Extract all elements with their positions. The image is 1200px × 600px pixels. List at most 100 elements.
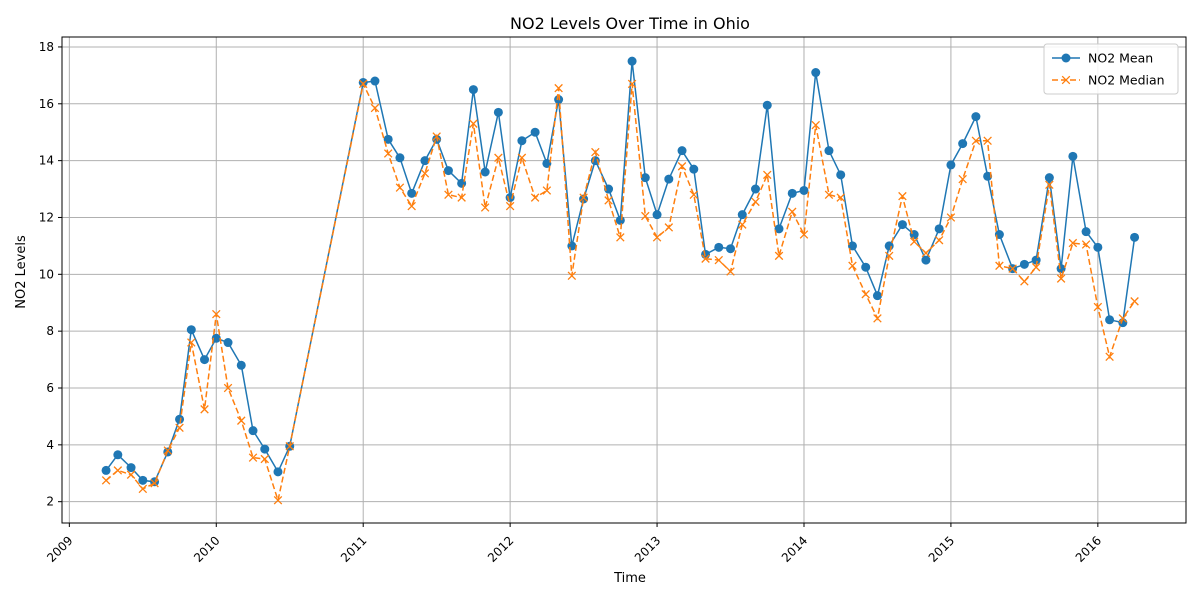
mean-point <box>799 185 809 195</box>
median-point <box>260 454 270 464</box>
mean-point <box>934 224 944 234</box>
mean-point <box>480 167 490 177</box>
median-point <box>714 255 724 265</box>
mean-point <box>554 95 564 105</box>
mean-point <box>567 241 577 251</box>
chart-title: NO2 Levels Over Time in Ohio <box>510 14 750 33</box>
median-point <box>567 271 577 280</box>
mean-point <box>468 85 478 95</box>
mean-point <box>517 136 527 146</box>
legend-label-0: NO2 Mean <box>1088 51 1153 66</box>
mean-point <box>983 171 993 181</box>
median-point <box>187 338 196 347</box>
median-point <box>873 314 882 323</box>
median-point <box>223 383 233 393</box>
mean-point <box>737 210 747 220</box>
median-point <box>1045 180 1054 190</box>
y-tick-label: 18 <box>39 40 54 54</box>
plot-frame <box>61 36 1187 524</box>
y-tick-label: 6 <box>46 381 54 395</box>
median-point <box>200 405 209 414</box>
median-point <box>738 220 747 229</box>
median-point <box>677 162 687 171</box>
legend-label-1: NO2 Median <box>1088 73 1165 88</box>
median-point <box>113 466 123 475</box>
mean-point <box>1105 315 1115 325</box>
mean-point <box>627 56 637 66</box>
median-point <box>689 190 699 199</box>
median-point <box>407 201 416 211</box>
legend-marker-1 <box>1061 75 1071 85</box>
mean-point <box>113 450 123 460</box>
median-point <box>138 484 148 494</box>
median-point <box>751 197 760 207</box>
median-point <box>811 120 821 130</box>
mean-point <box>1044 173 1054 183</box>
mean-point <box>836 170 846 180</box>
median-point <box>212 309 221 319</box>
mean-point <box>211 333 221 343</box>
median-point <box>848 261 857 271</box>
mean-point <box>652 210 662 220</box>
mean-point <box>443 166 453 176</box>
median-point <box>946 213 956 222</box>
median-point <box>1020 277 1029 286</box>
median-point <box>370 103 380 113</box>
median-point <box>824 190 834 199</box>
median-point <box>126 470 136 479</box>
median-point <box>383 149 393 158</box>
median-point <box>921 248 931 258</box>
median-point <box>236 416 246 425</box>
y-tick-label: 16 <box>39 97 54 111</box>
mean-point <box>751 184 761 194</box>
x-axis-label: Time <box>613 571 646 586</box>
series-layer <box>101 56 1140 505</box>
y-axis-label: NO2 Levels <box>14 235 29 309</box>
median-point <box>494 153 503 163</box>
median-point <box>163 446 173 455</box>
median-point <box>898 191 907 201</box>
mean-point <box>714 242 724 252</box>
mean-point <box>689 164 699 174</box>
mean-point <box>175 414 185 424</box>
mean-point <box>958 139 968 149</box>
median-point <box>995 261 1004 271</box>
y-tick-label: 4 <box>46 438 54 452</box>
mean-point <box>701 249 711 259</box>
mean-point <box>787 188 797 198</box>
median-point <box>1093 302 1103 312</box>
median-point <box>591 147 600 157</box>
median-point <box>664 223 674 232</box>
mean-point <box>1056 264 1066 274</box>
median-point <box>1068 238 1078 248</box>
mean-point <box>1019 259 1029 269</box>
mean-point <box>861 262 871 272</box>
median-point <box>701 254 710 263</box>
mean-point <box>395 153 405 163</box>
median-point <box>726 267 735 276</box>
median-point <box>652 233 662 242</box>
y-tick-label: 14 <box>39 154 54 168</box>
mean-point <box>664 174 674 184</box>
y-tick-label: 10 <box>39 267 54 281</box>
mean-point <box>200 355 210 365</box>
mean-point <box>946 160 956 170</box>
mean-point <box>1130 232 1140 242</box>
median-point <box>248 453 258 462</box>
mean-point <box>530 127 540 137</box>
median-point <box>762 170 772 180</box>
mean-point <box>101 465 111 475</box>
mean-point <box>493 107 503 117</box>
mean-point <box>260 444 270 454</box>
legend: NO2 Mean NO2 Median <box>1043 43 1179 95</box>
mean-point <box>774 224 784 234</box>
mean-point <box>726 244 736 254</box>
median-point <box>420 169 430 178</box>
median-point <box>616 233 625 242</box>
mean-point <box>1031 255 1041 265</box>
median-point <box>971 136 981 145</box>
mean-point <box>615 215 625 225</box>
mean-point <box>872 291 882 301</box>
median-point <box>530 193 540 202</box>
